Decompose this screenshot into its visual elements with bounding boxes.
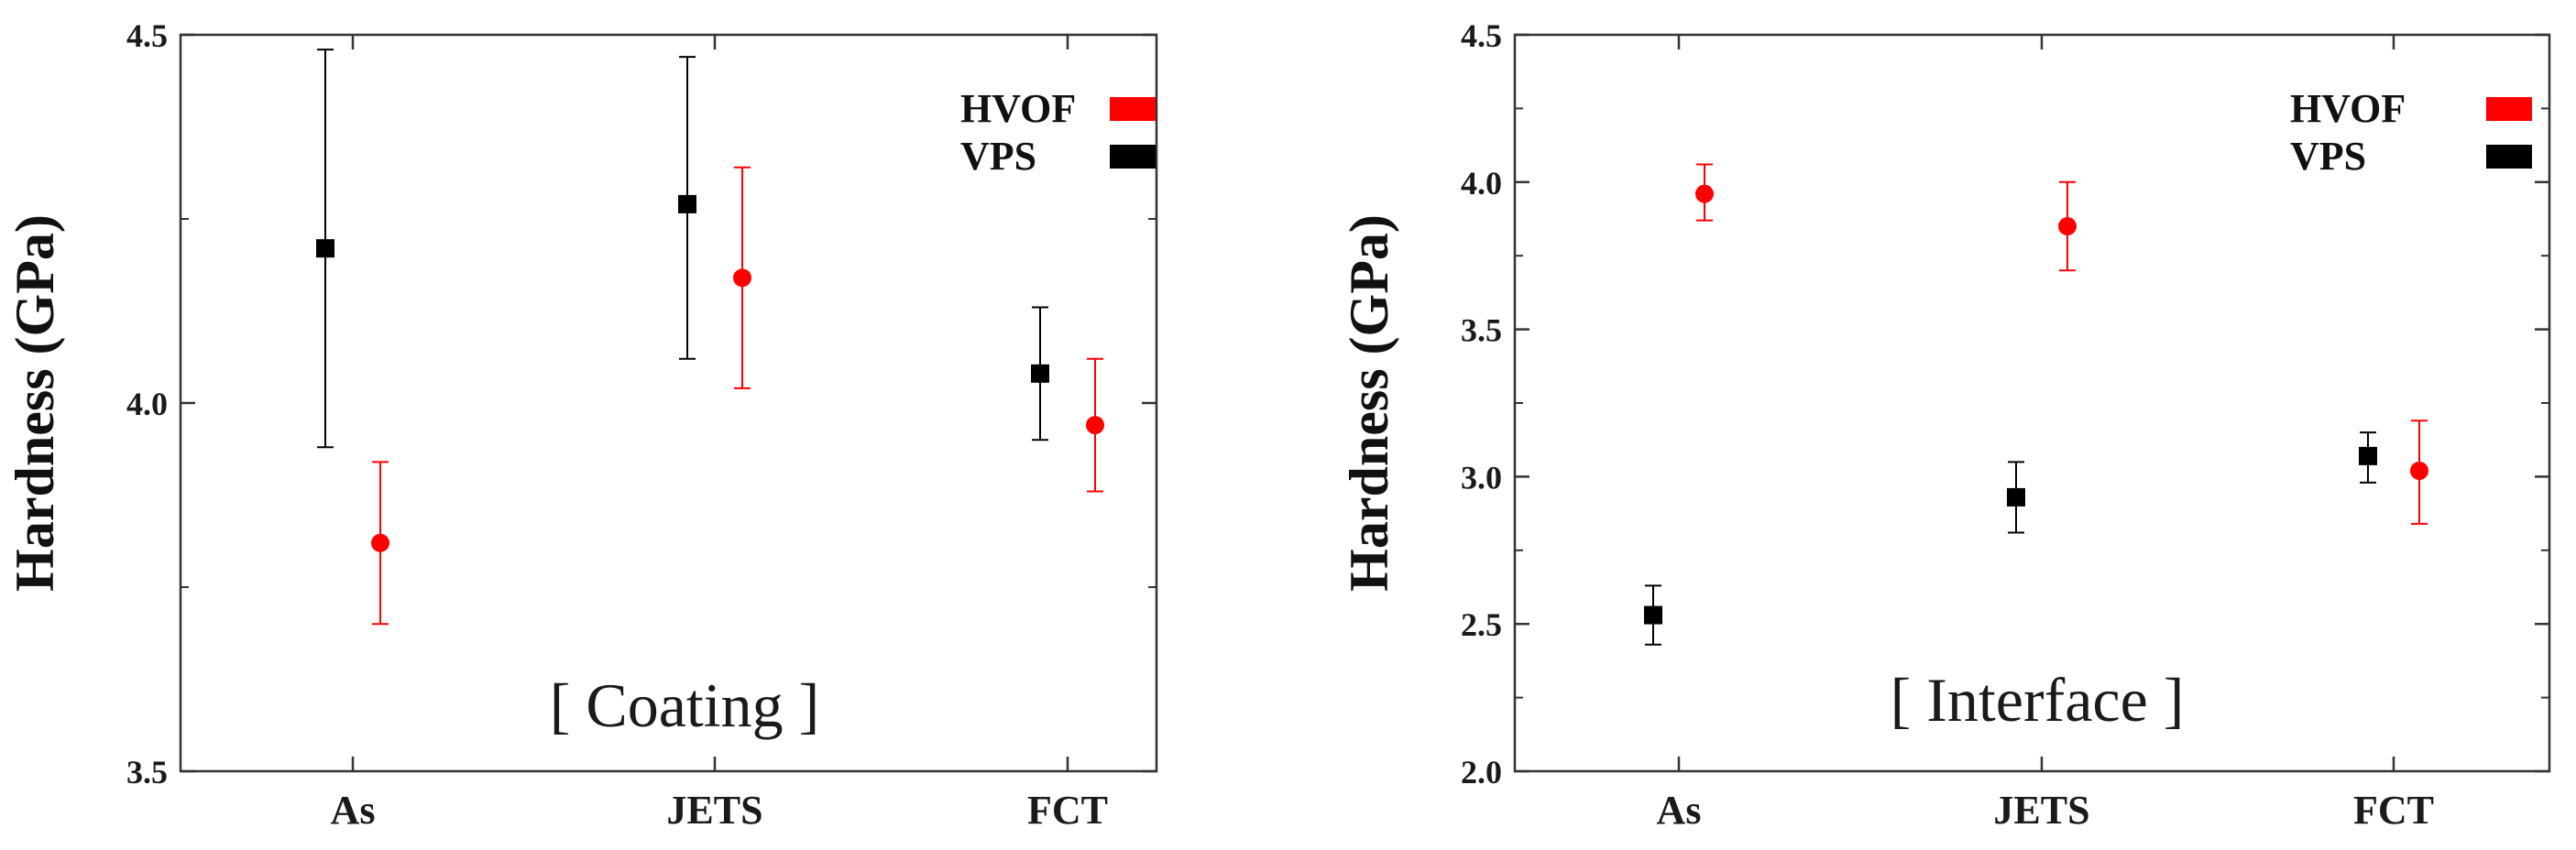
- y-tick-label: 3.5: [1461, 312, 1502, 349]
- chart-panel-1: 3.5 4.0 4.5 As JETS FCT Hardness (GPa) [ Coatin…: [5, 17, 1158, 833]
- hvof-jets-point: [733, 268, 751, 288]
- y-axis-title: Hardness (GPa): [1339, 214, 1399, 592]
- y-tick-label: 3.0: [1461, 459, 1502, 496]
- vps-as-point: [316, 239, 334, 258]
- hvof-jets-point: [2058, 217, 2077, 236]
- x-tick-label: FCT: [1027, 788, 1108, 833]
- vps-as-point: [1644, 605, 1662, 625]
- chart-panel-2: 2.0 2.5 3.0 3.5 4.0 4.5 As JETS FCT Hardness (GPa…: [1339, 17, 2551, 833]
- vps-fct-point: [1031, 364, 1049, 383]
- y-tick-label: 4.0: [126, 386, 168, 422]
- y-tick-label: 2.0: [1461, 754, 1502, 790]
- legend-label-vps: VPS: [2290, 134, 2366, 179]
- legend-swatch-hvof: [1110, 97, 1156, 121]
- legend-swatch-hvof: [2486, 97, 2532, 121]
- hvof-as-point: [1695, 184, 1714, 203]
- vps-jets-point: [678, 194, 696, 213]
- panel-annotation: [ Coating ]: [550, 670, 820, 740]
- x-tick-label: As: [331, 788, 376, 833]
- plot-frame: [1513, 33, 2551, 773]
- x-tick-label: JETS: [666, 788, 762, 833]
- y-tick-label: 2.5: [1461, 606, 1502, 643]
- panel-annotation: [ Interface ]: [1891, 665, 2185, 735]
- hvof-as-point: [371, 533, 389, 552]
- legend-swatch-vps: [1110, 145, 1156, 169]
- y-tick-label: 3.5: [126, 754, 168, 790]
- x-tick-label: As: [1657, 788, 1702, 833]
- y-tick-label: 4.5: [1461, 17, 1502, 54]
- legend-label-vps: VPS: [960, 134, 1036, 179]
- vps-fct-point: [2359, 446, 2377, 465]
- legend-label-hvof: HVOF: [2290, 86, 2406, 131]
- hvof-fct-point: [1086, 416, 1104, 435]
- y-tick-label: 4.0: [1461, 165, 1502, 202]
- legend-swatch-vps: [2486, 145, 2532, 169]
- y-axis-title: Hardness (GPa): [5, 214, 65, 592]
- x-tick-label: JETS: [1993, 788, 2089, 833]
- x-tick-label: FCT: [2353, 788, 2434, 833]
- vps-jets-point: [2007, 487, 2025, 507]
- legend-label-hvof: HVOF: [960, 86, 1076, 131]
- y-tick-label: 4.5: [126, 17, 168, 54]
- hvof-fct-point: [2410, 461, 2428, 480]
